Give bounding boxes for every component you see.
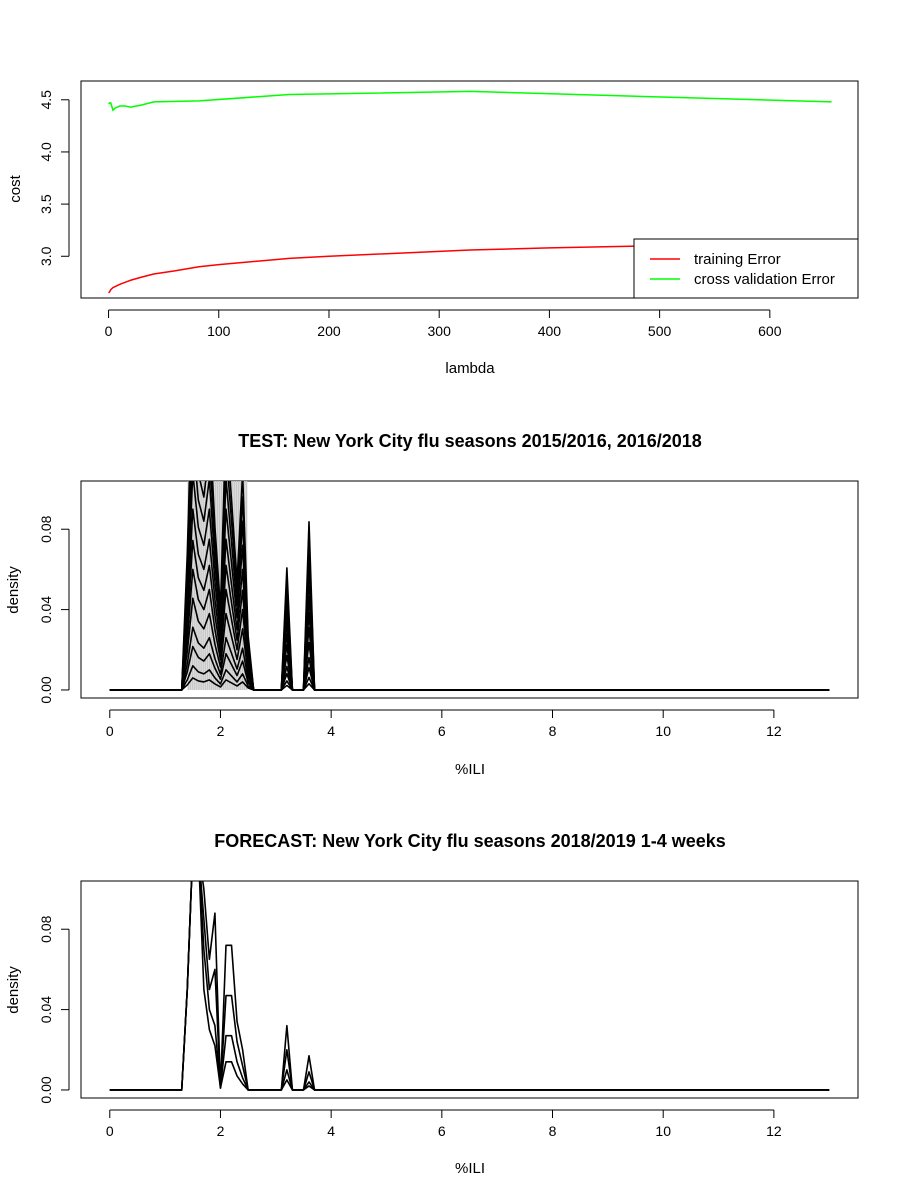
panel2-title: TEST: New York City flu seasons 2015/201… xyxy=(238,431,702,451)
panel1-x-tick-label: 500 xyxy=(648,323,672,339)
panel1-x-tick-label: 300 xyxy=(428,323,452,339)
panel1-legend: training Error cross validation Error xyxy=(633,238,859,299)
panel3-x-tick-label: 0 xyxy=(106,1123,114,1139)
panel3-y-tick-label: 0.08 xyxy=(38,915,54,942)
panel2-x-tick-label: 6 xyxy=(438,723,446,739)
panel2-plot-frame xyxy=(80,480,859,699)
panel1-x-tick-label: 100 xyxy=(207,323,231,339)
panel1-y-axis-title: cost xyxy=(7,174,24,202)
panel1-x-axis-title: lambda xyxy=(445,360,495,377)
panel2-x-tick-label: 4 xyxy=(327,723,335,739)
panel3-x-tick-label: 4 xyxy=(327,1123,335,1139)
panel2-data-layer xyxy=(109,481,830,691)
panel3-plot-area: 0 2 4 6 8 10 12 0.00 0.04 0.08 xyxy=(38,880,859,1139)
forecast-density-panel: FORECAST: New York City flu seasons 2018… xyxy=(5,831,859,1177)
panel2-x-tick-label: 8 xyxy=(549,723,557,739)
panel2-x-tick-label: 2 xyxy=(217,723,225,739)
panel3-x-tick-label: 10 xyxy=(655,1123,671,1139)
panel1-y-tick-label: 4.5 xyxy=(38,90,54,110)
legend-label-training: training Error xyxy=(694,251,781,268)
panel3-x-tick-label: 6 xyxy=(438,1123,446,1139)
panel1-x-tick-label: 600 xyxy=(758,323,782,339)
panel3-x-axis-title: %ILI xyxy=(455,1160,485,1177)
test-density-panel: TEST: New York City flu seasons 2015/201… xyxy=(5,431,859,778)
panel1-x-tick-label: 0 xyxy=(105,323,113,339)
panel1-y-tick-label: 3.0 xyxy=(38,246,54,266)
panel3-y-tick-label: 0.04 xyxy=(38,996,54,1023)
panel3-data-layer xyxy=(109,881,830,1091)
test-density-line xyxy=(109,481,830,691)
panel2-y-tick-label: 0.04 xyxy=(38,596,54,623)
legend-box xyxy=(633,238,859,299)
panel1-x-tick-label: 400 xyxy=(538,323,562,339)
panel2-x-tick-label: 10 xyxy=(655,723,671,739)
forecast-density-line xyxy=(109,881,830,1091)
panel1-plot-frame xyxy=(80,80,859,299)
panel2-x-tick-label: 0 xyxy=(106,723,114,739)
cv-error-line xyxy=(108,90,832,112)
panel1-plot-area: 0 100 200 300 400 500 600 3.0 3.5 4.0 4.5 xyxy=(38,80,859,339)
panel1-y-tick-label: 4.0 xyxy=(38,142,54,162)
panel2-y-axis-title: density xyxy=(5,566,22,614)
panel3-title: FORECAST: New York City flu seasons 2018… xyxy=(214,831,726,851)
panel3-x-tick-label: 2 xyxy=(217,1123,225,1139)
legend-label-cv: cross validation Error xyxy=(694,271,835,288)
panel3-x-tick-label: 8 xyxy=(549,1123,557,1139)
panel2-y-tick-label: 0.00 xyxy=(38,676,54,703)
panel3-y-axis-title: density xyxy=(5,966,22,1014)
panel2-plot-area: 0 2 4 6 8 10 12 0.00 0.04 0.08 xyxy=(38,480,859,739)
panel3-plot-frame xyxy=(80,880,859,1099)
panel1-x-tick-label: 200 xyxy=(317,323,341,339)
panel2-x-tick-label: 12 xyxy=(766,723,782,739)
cost-lambda-panel: 0 100 200 300 400 500 600 3.0 3.5 4.0 4.5 lambda c… xyxy=(7,80,859,377)
panel1-y-tick-label: 3.5 xyxy=(38,194,54,214)
panel2-x-axis-title: %ILI xyxy=(455,761,485,778)
training-error-line xyxy=(108,245,682,294)
forecast-density-line xyxy=(109,881,830,1091)
panel3-y-tick-label: 0.00 xyxy=(38,1076,54,1103)
panel2-y-tick-label: 0.08 xyxy=(38,515,54,542)
panel1-data-layer xyxy=(108,90,832,294)
panel3-x-tick-label: 12 xyxy=(766,1123,782,1139)
